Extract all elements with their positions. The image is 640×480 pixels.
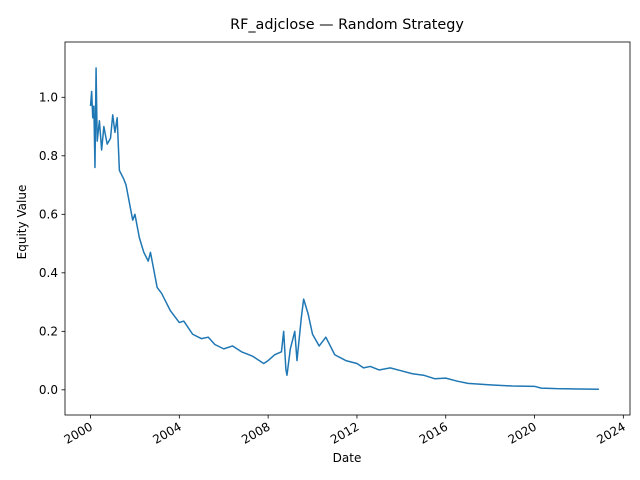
y-tick-label: 0.4 (39, 266, 58, 280)
y-tick-label: 0.8 (39, 149, 58, 163)
x-tick-label: 2008 (239, 419, 272, 446)
x-tick-label: 2000 (62, 419, 95, 446)
y-tick-label: 0.2 (39, 324, 58, 338)
y-tick-label: 0.0 (39, 383, 58, 397)
y-tick-label: 0.6 (39, 207, 58, 221)
y-tick-label: 1.0 (39, 90, 58, 104)
x-tick-label: 2004 (150, 419, 183, 446)
y-axis-label: Equity Value (15, 185, 29, 260)
chart-title: RF_adjclose — Random Strategy (230, 17, 464, 33)
plot-frame (64, 41, 631, 416)
x-axis-label: Date (333, 451, 362, 465)
x-tick-label: 2020 (506, 419, 539, 446)
line-series (89, 67, 599, 391)
x-tick-label: 2012 (328, 419, 361, 446)
x-tick-label: 2016 (417, 419, 450, 446)
x-tick-label: 2024 (594, 419, 627, 446)
